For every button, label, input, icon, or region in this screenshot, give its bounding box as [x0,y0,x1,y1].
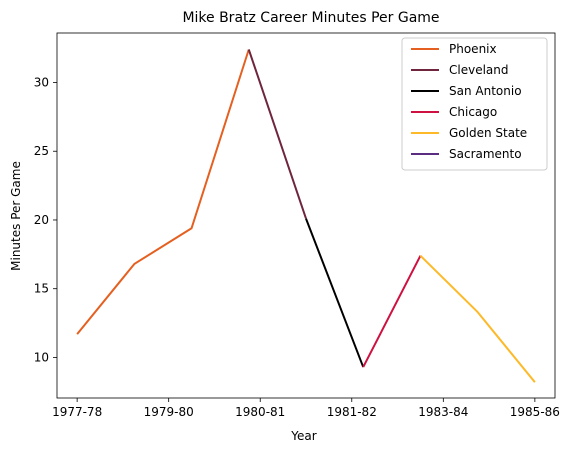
legend-label: Phoenix [449,42,497,56]
legend-label: Golden State [449,126,527,140]
x-tick-label: 1981-82 [327,405,377,419]
legend-label: Chicago [449,105,497,119]
series-line-cleveland [247,49,307,219]
x-axis: 1977-78 1979-80 1980-81 1981-82 1983-84 1985-… [52,398,560,419]
x-tick-label: 1980-81 [235,405,285,419]
legend: Phoenix Cleveland San Antonio Chicago Golden… [401,37,548,171]
legend-label: San Antonio [449,84,522,98]
plot-frame [56,32,556,399]
series-line-phoenix [76,49,250,335]
legend-label: Cleveland [449,63,509,77]
y-tick-label: 20 [34,213,49,227]
y-tick-label: 30 [34,75,49,89]
x-tick-label: 1985-86 [510,405,560,419]
y-tick-label: 15 [34,282,49,296]
chart-title: Mike Bratz Career Minutes Per Game [182,10,439,26]
y-tick-label: 10 [34,350,49,364]
x-tick-label: 1977-78 [52,405,102,419]
x-tick-label: 1983-84 [418,405,468,419]
plot-area [56,32,556,399]
y-tick-label: 25 [34,144,49,158]
legend-label: Sacramento [449,147,522,161]
y-axis-title: Minutes Per Game [9,161,23,271]
x-axis-title: Year [290,429,316,443]
series-line-golden-state [419,254,536,383]
x-tick-label: 1979-80 [144,405,194,419]
series-line-chicago [362,255,422,368]
series-line-san-antonio [305,218,365,368]
y-axis: 10 15 20 25 30 [34,75,57,364]
